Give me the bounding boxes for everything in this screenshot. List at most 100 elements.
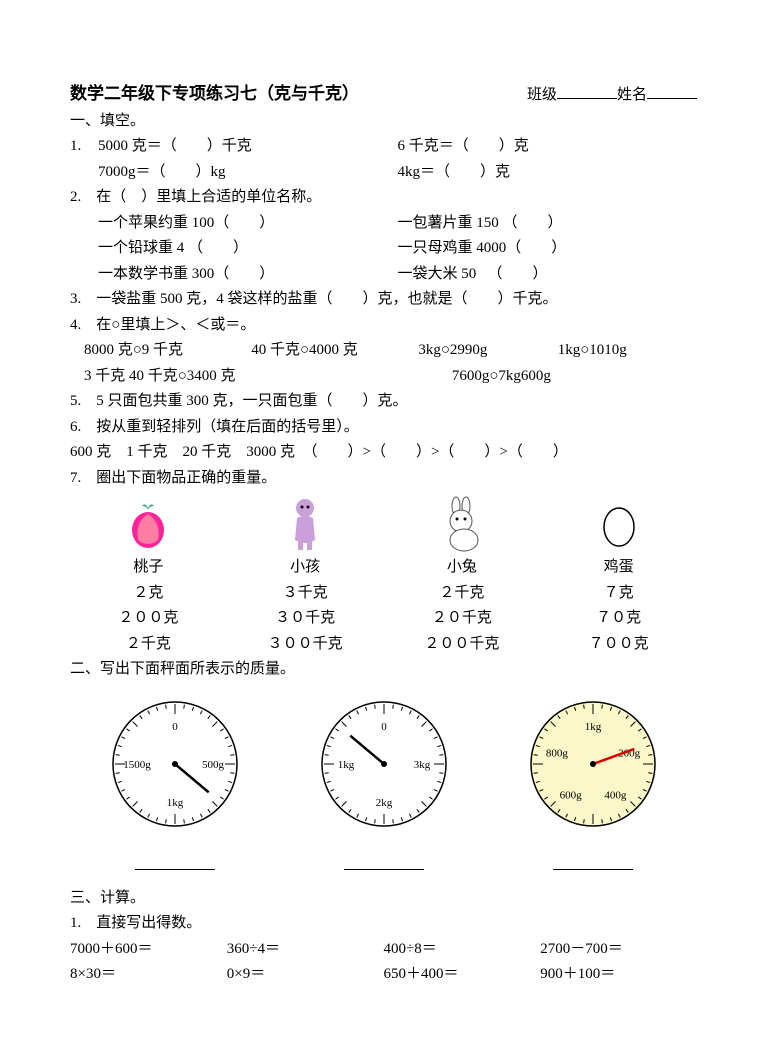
- scale-row: 0500g1kg1500g03kg2kg1kg1kg200g400g600g80…: [70, 689, 697, 849]
- q1-c: 7000g＝（ ）kg: [98, 160, 398, 186]
- q2: 2. 在（ ）里填上合适的单位名称。: [70, 185, 697, 211]
- q3: 3. 一袋盐重 500 克，4 袋这样的盐重（ ）克，也就是（ ）千克。: [70, 287, 697, 313]
- q7-item: 桃子２克２００克２千克: [88, 495, 208, 657]
- q6: 6. 按从重到轻排列（填在后面的括号里）。: [70, 415, 697, 441]
- scale-blanks: [70, 854, 697, 880]
- q7-option[interactable]: ２０千克: [402, 606, 522, 632]
- rabbit-icon: [436, 496, 488, 554]
- egg-icon: [596, 500, 642, 550]
- q3-num: 3.: [70, 291, 81, 307]
- s3-q1-num: 1.: [70, 915, 81, 931]
- s3-q1-lead: 直接写出得数。: [96, 915, 201, 931]
- calc-row: 7000＋600＝360÷4＝400÷8＝2700－700＝: [70, 937, 697, 963]
- q6-num: 6.: [70, 419, 81, 435]
- q1-a: 5000 克＝（ ）千克: [98, 134, 398, 160]
- section-3-heading: 三、计算。: [70, 886, 697, 912]
- q7-option[interactable]: ３千克: [245, 581, 365, 607]
- svg-text:1500g: 1500g: [123, 759, 151, 771]
- q4-r2: 3 千克 40 千克○3400 克 7600g○7kg600g: [70, 364, 697, 390]
- q2-f: 一袋大米 50 （ ）: [398, 262, 698, 288]
- q7-option[interactable]: ７克: [559, 581, 679, 607]
- calc-cell: 0×9＝: [227, 962, 384, 988]
- section-2-heading: 二、写出下面秤面所表示的质量。: [70, 657, 697, 683]
- calc-cell: 900＋100＝: [540, 962, 697, 988]
- name-blank[interactable]: [647, 83, 697, 99]
- scale: 1kg200g400g600g800g: [508, 689, 678, 849]
- q7-item-name: 小兔: [402, 555, 522, 581]
- q7-item-name: 鸡蛋: [559, 555, 679, 581]
- q2-b: 一包薯片重 150 （ ）: [398, 211, 698, 237]
- q7-items: 桃子２克２００克２千克小孩３千克３０千克３００千克小兔２千克２０千克２００千克鸡…: [70, 495, 697, 657]
- scale-blank-2[interactable]: [344, 854, 424, 870]
- q2-a: 一个苹果约重 100（ ）: [98, 211, 398, 237]
- class-label: 班级: [527, 83, 557, 109]
- svg-text:0: 0: [381, 721, 387, 733]
- q7-item-name: 小孩: [245, 555, 365, 581]
- q7-option[interactable]: ２克: [88, 581, 208, 607]
- scale-blank-1[interactable]: [135, 854, 215, 870]
- q5-num: 5.: [70, 393, 81, 409]
- q7-option[interactable]: ２００千克: [402, 632, 522, 658]
- q7-option[interactable]: ２千克: [402, 581, 522, 607]
- q7-lead: 圈出下面物品正确的重量。: [96, 470, 276, 486]
- q5-text: 5 只面包共重 300 克，一只面包重（ ）克。: [96, 393, 407, 409]
- svg-text:0: 0: [172, 721, 178, 733]
- q1-row2: 7000g＝（ ）kg 4kg＝（ ）克: [70, 160, 697, 186]
- scale-face-icon: 1kg200g400g600g800g: [518, 689, 668, 839]
- q1-b: 6 千克＝（ ）克: [398, 134, 698, 160]
- q7-item: 小孩３千克３０千克３００千克: [245, 495, 365, 657]
- header-row: 数学二年级下专项练习七（克与千克） 班级 姓名: [70, 80, 697, 109]
- q2-d: 一只母鸡重 4000（ ）: [398, 236, 698, 262]
- svg-text:2kg: 2kg: [375, 797, 392, 809]
- svg-text:1kg: 1kg: [337, 759, 354, 771]
- svg-text:1kg: 1kg: [584, 721, 601, 733]
- scale-face-icon: 03kg2kg1kg: [309, 689, 459, 839]
- calc-cell: 400÷8＝: [384, 937, 541, 963]
- svg-text:1kg: 1kg: [166, 797, 183, 809]
- svg-text:600g: 600g: [559, 790, 582, 802]
- q7-option[interactable]: ３００千克: [245, 632, 365, 658]
- q7-item: 小兔２千克２０千克２００千克: [402, 495, 522, 657]
- calc-cell: 8×30＝: [70, 962, 227, 988]
- scale: 0500g1kg1500g: [90, 689, 260, 849]
- svg-text:400g: 400g: [604, 790, 627, 802]
- q2-r2: 一个铅球重 4 （ ）一只母鸡重 4000（ ）: [70, 236, 697, 262]
- q4-d: 1kg○1010g: [558, 338, 697, 364]
- q1-d: 4kg＝（ ）克: [398, 160, 698, 186]
- calc-cell: 2700－700＝: [540, 937, 697, 963]
- q4-num: 4.: [70, 317, 81, 333]
- calc-cell: 650＋400＝: [384, 962, 541, 988]
- calc-cell: 7000＋600＝: [70, 937, 227, 963]
- q2-e: 一本数学书重 300（ ）: [98, 262, 398, 288]
- name-label: 姓名: [617, 83, 647, 109]
- q1-row1: 1. 5000 克＝（ ）千克 6 千克＝（ ）克: [70, 134, 697, 160]
- calc-cell: 360÷4＝: [227, 937, 384, 963]
- section-1-heading: 一、填空。: [70, 109, 697, 135]
- calc-grid: 7000＋600＝360÷4＝400÷8＝2700－700＝8×30＝0×9＝6…: [70, 937, 697, 988]
- scale: 03kg2kg1kg: [299, 689, 469, 849]
- q2-lead: 在（ ）里填上合适的单位名称。: [96, 189, 321, 205]
- q7-option[interactable]: ３０千克: [245, 606, 365, 632]
- peach-icon: [125, 500, 171, 550]
- scale-blank-3[interactable]: [553, 854, 633, 870]
- class-blank[interactable]: [557, 83, 617, 99]
- q4: 4. 在○里填上＞、＜或＝。: [70, 313, 697, 339]
- q7-option[interactable]: ７００克: [559, 632, 679, 658]
- q2-c: 一个铅球重 4 （ ）: [98, 236, 398, 262]
- s3-q1: 1. 直接写出得数。: [70, 911, 697, 937]
- q4-c: 3kg○2990g: [418, 338, 557, 364]
- svg-text:800g: 800g: [545, 747, 568, 759]
- q7-option[interactable]: ２００克: [88, 606, 208, 632]
- q7-option[interactable]: ７０克: [559, 606, 679, 632]
- page-title: 数学二年级下专项练习七（克与千克）: [70, 80, 359, 109]
- q7-item: 鸡蛋７克７０克７００克: [559, 495, 679, 657]
- q1-num: 1.: [70, 134, 98, 160]
- q4-r1: 8000 克○9 千克 40 千克○4000 克 3kg○2990g 1kg○1…: [70, 338, 697, 364]
- q2-r1: 一个苹果约重 100（ ）一包薯片重 150 （ ）: [70, 211, 697, 237]
- q5: 5. 5 只面包共重 300 克，一只面包重（ ）克。: [70, 389, 697, 415]
- q2-r3: 一本数学书重 300（ ）一袋大米 50 （ ）: [70, 262, 697, 288]
- q4-e: 3 千克 40 千克○3400 克: [84, 364, 350, 390]
- q4-f: 7600g○7kg600g: [452, 364, 697, 390]
- q4-lead: 在○里填上＞、＜或＝。: [96, 317, 255, 333]
- q7-option[interactable]: ２千克: [88, 632, 208, 658]
